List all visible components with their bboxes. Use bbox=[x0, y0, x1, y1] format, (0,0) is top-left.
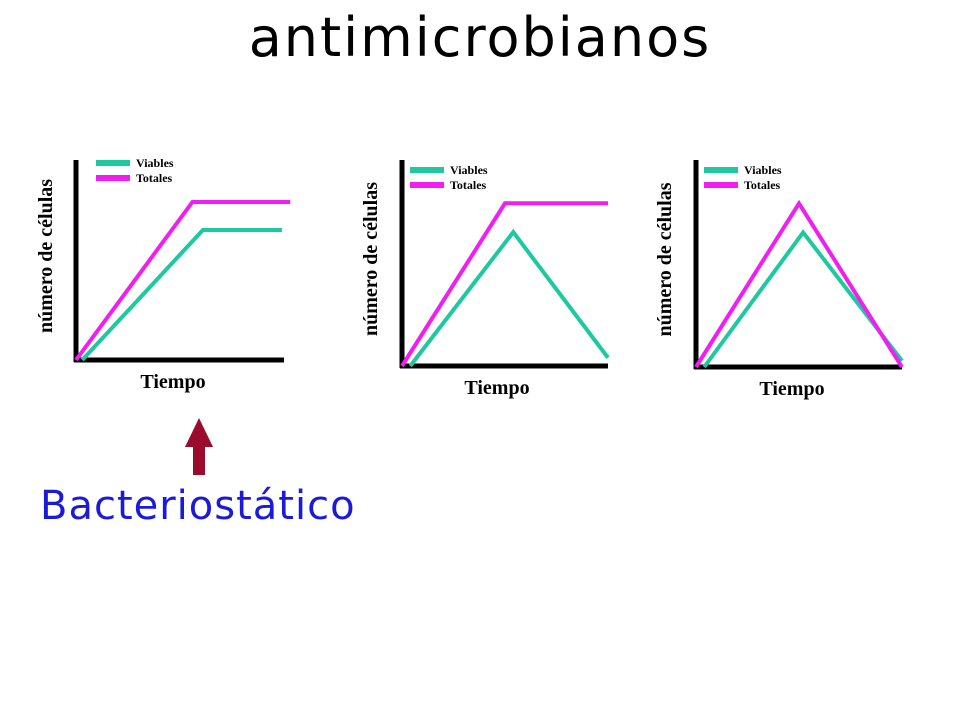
chart-1-series-totales bbox=[74, 200, 291, 362]
chart-3-legend-label-viables: Viables bbox=[744, 163, 782, 177]
chart-2-y-label: número de células bbox=[360, 182, 382, 336]
chart-1-series-viables bbox=[80, 228, 282, 362]
chart-1-legend-label-totales: Totales bbox=[136, 171, 173, 185]
arrow-head bbox=[185, 418, 213, 447]
chart-3-legend-label-totales: Totales bbox=[744, 178, 781, 192]
chart-2-series-totales bbox=[400, 201, 608, 368]
chart-1-legend-label-viables: Viables bbox=[136, 156, 174, 170]
bacteriostatic-label: Bacteriostático bbox=[40, 483, 356, 529]
slide-title: antimicrobianos bbox=[248, 6, 712, 69]
chart-2-x-label: Tiempo bbox=[464, 377, 529, 399]
chart-3-x-label: Tiempo bbox=[759, 378, 824, 400]
chart-3-series-totales bbox=[694, 199, 904, 369]
arrow-shaft bbox=[193, 445, 205, 475]
chart-3-y-label: número de células bbox=[654, 182, 676, 336]
chart-2-legend-label-viables: Viables bbox=[450, 163, 488, 177]
chart-2-series-viables bbox=[408, 228, 610, 368]
chart-1-x-label: Tiempo bbox=[140, 371, 205, 393]
chart-2-legend-label-totales: Totales bbox=[450, 178, 487, 192]
chart-1-y-label: número de células bbox=[35, 179, 57, 333]
